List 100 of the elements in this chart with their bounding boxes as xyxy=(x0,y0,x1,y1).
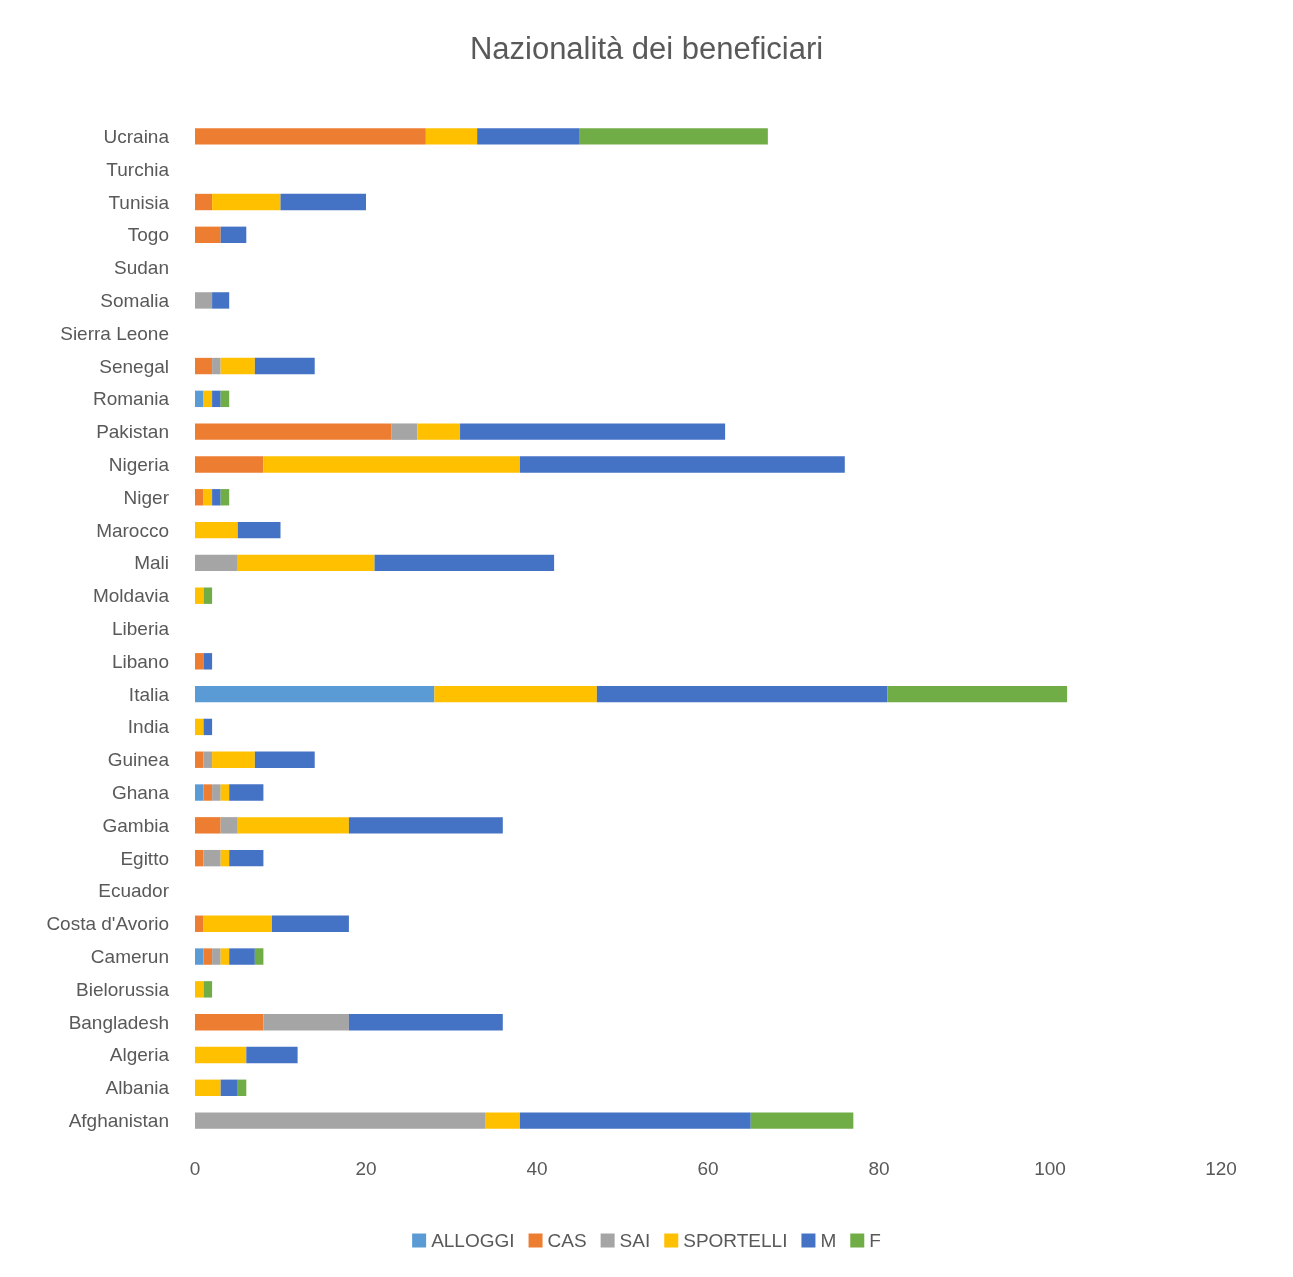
bar xyxy=(195,489,204,506)
bar xyxy=(195,948,204,965)
bar xyxy=(203,489,213,506)
bar xyxy=(195,554,238,572)
x-tick-label: 100 xyxy=(1034,1158,1066,1179)
y-tick-label: Niger xyxy=(123,486,170,508)
y-tick-label: Costa d'Avorio xyxy=(46,913,169,935)
bar xyxy=(195,587,204,604)
bar xyxy=(220,1079,238,1096)
bar xyxy=(195,685,435,703)
bar xyxy=(195,423,392,440)
bar xyxy=(254,948,264,965)
x-tick-label: 60 xyxy=(697,1158,719,1179)
bar xyxy=(203,587,213,604)
bar xyxy=(195,1046,247,1064)
bar xyxy=(203,915,272,932)
bar xyxy=(220,948,230,965)
bar xyxy=(348,1013,503,1031)
bar xyxy=(195,784,204,801)
x-tick-label: 40 xyxy=(526,1158,548,1179)
x-tick-label: 20 xyxy=(355,1158,377,1179)
bar xyxy=(220,849,230,867)
bar xyxy=(271,915,349,932)
y-tick-label: Bangladesh xyxy=(68,1011,169,1033)
bar xyxy=(203,751,213,768)
y-tick-label: Egitto xyxy=(120,847,169,869)
bar xyxy=(212,784,221,801)
chart-title: Nazionalità dei beneficiari xyxy=(469,31,824,66)
bar xyxy=(391,423,418,440)
bar xyxy=(195,718,204,736)
bar xyxy=(229,784,264,801)
bar xyxy=(229,849,264,867)
legend-label: SPORTELLI xyxy=(683,1230,788,1251)
bar xyxy=(195,226,221,244)
legend-label: SAI xyxy=(619,1230,651,1251)
legend-label: F xyxy=(869,1230,881,1251)
bar xyxy=(237,817,349,834)
y-tick-label: Liberia xyxy=(111,618,170,639)
y-tick-label: Ecuador xyxy=(98,880,170,902)
bar xyxy=(195,915,204,932)
y-tick-label: Togo xyxy=(127,224,169,246)
bar xyxy=(477,128,580,145)
bar xyxy=(195,1112,486,1129)
bar xyxy=(195,128,426,145)
bar xyxy=(220,784,230,801)
y-tick-label: Afghanistan xyxy=(68,1110,169,1132)
bar xyxy=(280,193,366,211)
y-tick-label: Ghana xyxy=(111,782,170,804)
y-tick-label: Italia xyxy=(128,683,170,705)
bar xyxy=(460,423,726,440)
y-tick-label: Mali xyxy=(134,552,169,574)
bar xyxy=(237,521,281,539)
y-tick-label: Camerun xyxy=(90,946,169,968)
y-tick-label: Sudan xyxy=(114,257,169,279)
bar xyxy=(220,489,230,506)
y-tick-label: Algeria xyxy=(109,1044,170,1066)
bar xyxy=(203,653,213,670)
bar xyxy=(203,948,213,965)
y-tick-label: Albania xyxy=(105,1077,170,1099)
bar xyxy=(203,981,213,998)
bar xyxy=(596,685,888,703)
y-tick-label: Tunisia xyxy=(108,191,170,213)
y-tick-label: Senegal xyxy=(99,355,169,377)
bar xyxy=(519,456,845,473)
y-tick-label: Libano xyxy=(111,650,169,672)
y-tick-label: Sierra Leone xyxy=(60,322,169,344)
bar xyxy=(750,1112,854,1129)
bar xyxy=(237,1079,247,1096)
bar xyxy=(195,456,264,473)
bar xyxy=(220,817,238,834)
bar xyxy=(579,128,768,145)
bar xyxy=(485,1112,520,1129)
bar xyxy=(195,849,204,867)
y-tick-label: Bielorussia xyxy=(76,978,170,1000)
bar xyxy=(229,948,255,965)
bar xyxy=(220,390,230,408)
y-tick-label: Guinea xyxy=(107,749,170,771)
bar xyxy=(212,357,221,375)
bar xyxy=(220,226,247,244)
bar xyxy=(254,751,315,768)
bar xyxy=(237,554,375,572)
y-tick-label: Turchia xyxy=(106,158,170,180)
legend-label: ALLOGGI xyxy=(431,1230,515,1251)
bar xyxy=(203,390,213,408)
bar xyxy=(212,489,221,506)
x-tick-label: 120 xyxy=(1205,1158,1237,1179)
legend-label: CAS xyxy=(547,1230,587,1251)
bar xyxy=(263,456,520,473)
bar xyxy=(212,292,230,309)
bar xyxy=(195,521,238,539)
bar xyxy=(417,423,461,440)
bar xyxy=(195,817,221,834)
y-tick-label: Gambia xyxy=(102,814,170,836)
bar xyxy=(220,357,255,375)
y-tick-label: Romania xyxy=(92,388,170,410)
bar xyxy=(519,1112,751,1129)
bar xyxy=(374,554,555,572)
bar xyxy=(212,751,255,768)
x-tick-label: 80 xyxy=(868,1158,890,1179)
bar xyxy=(195,1013,264,1031)
